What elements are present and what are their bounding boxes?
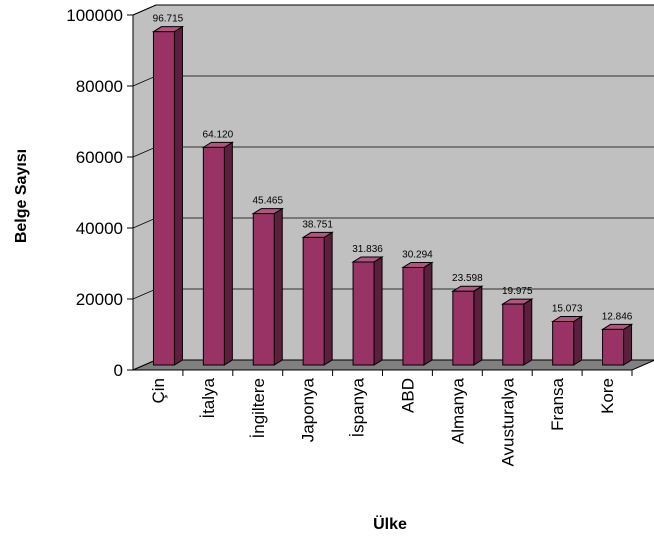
bar (451, 285, 484, 366)
bar-front (352, 261, 375, 366)
x-category-label: İngiltere (249, 378, 268, 438)
x-category-label: Avusturalya (498, 377, 517, 466)
x-category-label: Fransa (548, 377, 567, 430)
bar-front (502, 303, 525, 366)
data-labels: 96.715 64.120 45.465 38.751 31.836 30.294 23.5… (153, 14, 633, 323)
bar (151, 25, 185, 366)
x-category-label: ABD (398, 378, 417, 413)
y-axis-title: Belge Sayısı (13, 149, 30, 243)
bar-front (302, 236, 325, 366)
bar-side (423, 261, 433, 366)
data-label: 45.465 (252, 196, 283, 207)
x-axis-categories: Çin İtalya İngiltere Japonya İspanya ABD Alman… (149, 370, 633, 467)
data-label: 38.751 (302, 219, 333, 230)
data-label: 64.120 (203, 129, 234, 140)
data-label: 23.598 (452, 273, 483, 284)
y-tick-label: 60000 (76, 148, 123, 167)
bars (151, 25, 634, 366)
bar-side (523, 298, 533, 366)
bar-front (252, 213, 275, 366)
y-tick-label: 40000 (76, 219, 123, 238)
x-category-label: Almanya (448, 377, 467, 444)
bar-side (573, 315, 583, 366)
bar (251, 207, 284, 366)
data-label: 15.073 (552, 303, 583, 314)
x-category-label: Çin (149, 378, 168, 404)
data-label: 19.975 (502, 286, 533, 297)
data-label: 31.836 (352, 244, 383, 255)
bar-side (323, 231, 333, 366)
bar-front (602, 328, 625, 366)
bar (550, 315, 584, 366)
gridline (132, 4, 654, 16)
bar-side (373, 256, 383, 366)
bar-side (623, 323, 633, 366)
bar (351, 256, 384, 366)
y-tick-label: 0 (114, 361, 123, 380)
bar-front (452, 290, 475, 366)
data-label: 30.294 (402, 249, 433, 260)
y-tick-label: 20000 (76, 290, 123, 309)
bar (301, 231, 334, 366)
bar (501, 298, 534, 366)
x-category-label: İtalya (199, 377, 218, 418)
x-category-label: İspanya (349, 377, 368, 437)
y-tick-label: 80000 (76, 77, 123, 96)
bar-side (173, 25, 183, 366)
bar (401, 261, 434, 366)
bar-front (552, 320, 575, 366)
x-category-label: Japonya (299, 377, 318, 442)
bar-side (273, 207, 283, 366)
y-axis: 0 20000 40000 60000 80000 100000 (66, 6, 134, 380)
bar (600, 323, 634, 366)
x-axis-title: Ülke (373, 514, 407, 533)
bar-front (202, 146, 225, 366)
bar (201, 141, 235, 366)
data-label: 12.846 (602, 311, 633, 322)
bar-front (402, 266, 425, 366)
bar-side (223, 141, 233, 366)
bar-front (152, 31, 175, 366)
bar-side (473, 285, 483, 366)
x-category-label: Kore (598, 378, 617, 414)
data-label: 96.715 (153, 14, 184, 25)
y-tick-label: 100000 (66, 6, 123, 25)
